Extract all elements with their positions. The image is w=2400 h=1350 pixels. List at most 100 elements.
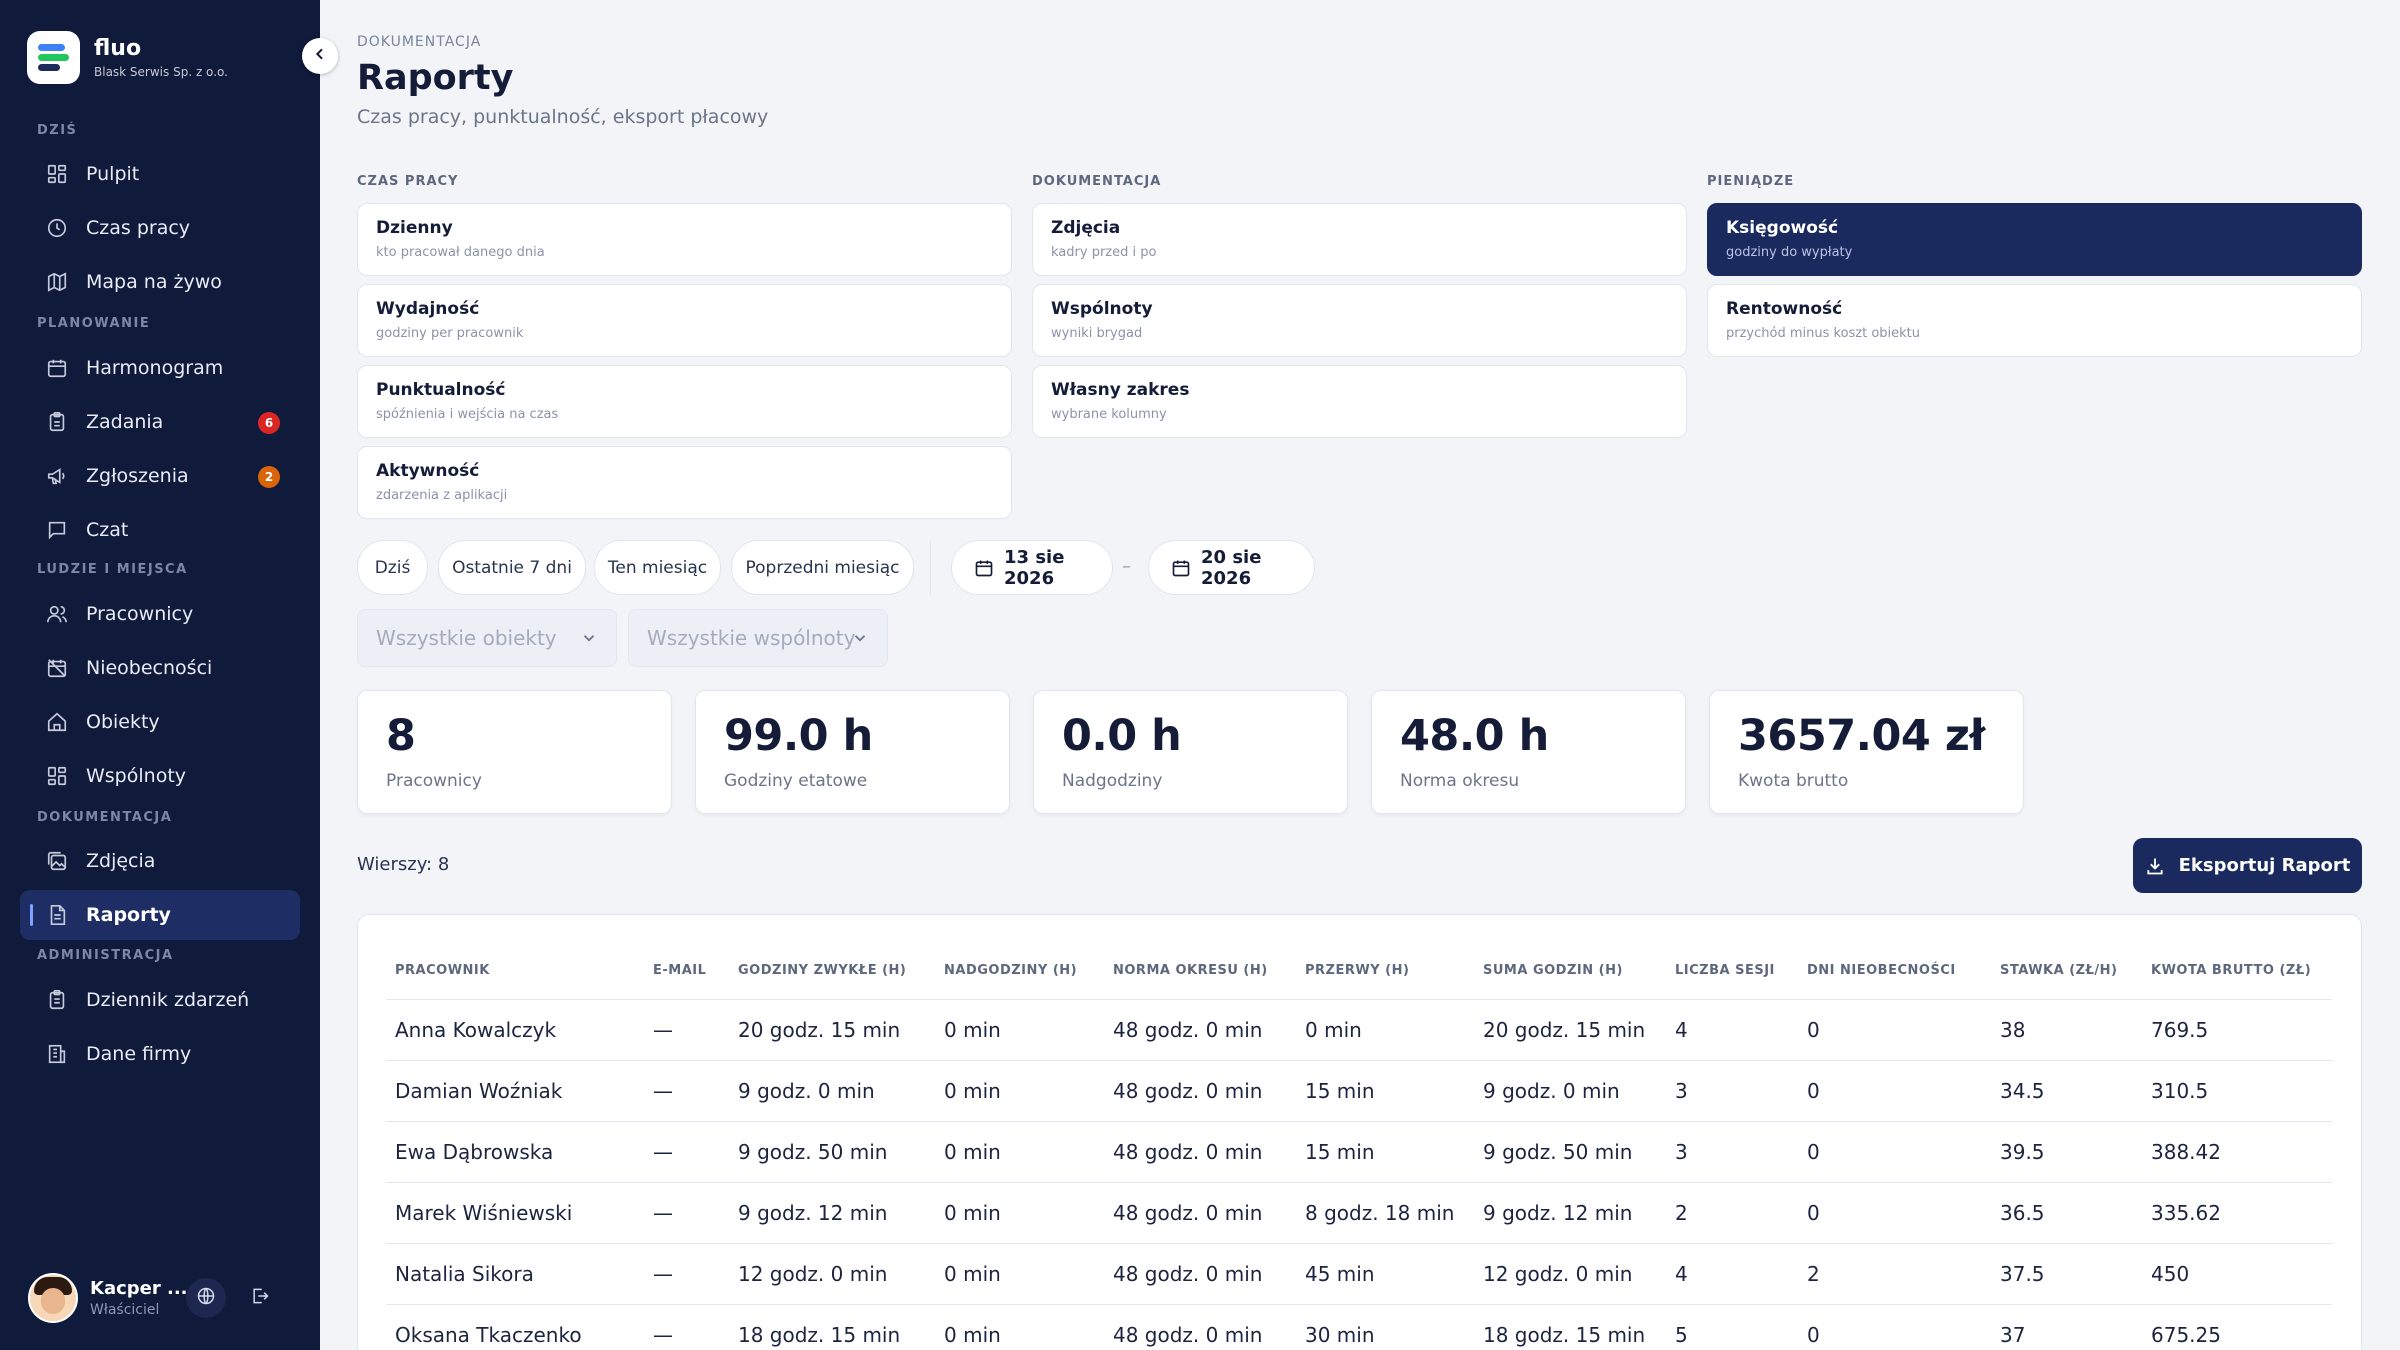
stat-card-period-norm: 48.0 h Norma okresu <box>1371 690 1686 814</box>
report-card-ksiegowosc[interactable]: Księgowość godziny do wypłaty <box>1707 203 2362 276</box>
table-cell: Ewa Dąbrowska <box>386 1121 644 1183</box>
report-card-wlasny-zakres[interactable]: Własny zakres wybrane kolumny <box>1032 365 1687 438</box>
sidebar-item-raporty[interactable]: Raporty <box>20 890 300 940</box>
column-header[interactable]: DNI NIEOBECNOŚCI <box>1798 943 1991 1000</box>
filter-previous-month-button[interactable]: Poprzedni miesiąc <box>731 540 914 595</box>
sidebar-item-zadania[interactable]: Zadania 6 <box>20 397 300 447</box>
table-row[interactable]: Damian Woźniak —9 godz. 0 min 0 min 48 godz… <box>386 1060 2332 1122</box>
report-count-badge: 2 <box>258 466 280 488</box>
sidebar-item-label: Pulpit <box>86 163 140 185</box>
column-header[interactable]: E-MAIL <box>644 943 729 1000</box>
logout-button[interactable] <box>240 1278 280 1318</box>
report-card-desc: wyniki brygad <box>1051 326 1143 341</box>
report-card-wydajnosc[interactable]: Wydajność godziny per pracownik <box>357 284 1012 357</box>
grid-icon <box>46 163 68 185</box>
table-row[interactable]: Ewa Dąbrowska —9 godz. 50 min 0 min 48 godz… <box>386 1121 2332 1183</box>
sidebar-item-czat[interactable]: Czat <box>20 505 300 555</box>
report-card-punktualnosc[interactable]: Punktualność spóźnienia i wejścia na cza… <box>357 365 1012 438</box>
sidebar-item-czas-pracy[interactable]: Czas pracy <box>20 203 300 253</box>
report-card-title: Zdjęcia <box>1051 218 1121 238</box>
table-row[interactable]: Oksana Tkaczenko —18 godz. 15 min 0 min 48 … <box>386 1304 2332 1350</box>
sidebar-item-pulpit[interactable]: Pulpit <box>20 149 300 199</box>
column-header[interactable]: SUMA GODZIN (H) <box>1474 943 1666 1000</box>
table-cell: 675.25 <box>2142 1304 2332 1350</box>
table-row[interactable]: Anna Kowalczyk —20 godz. 15 min 0 min 48 go… <box>386 999 2332 1061</box>
stat-card-regular-hours: 99.0 h Godziny etatowe <box>695 690 1010 814</box>
date-from-picker[interactable]: 13 sie 2026 <box>951 540 1113 595</box>
report-group-title: DOKUMENTACJA <box>1032 174 1162 189</box>
filter-divider <box>930 541 931 595</box>
download-icon <box>2145 856 2165 876</box>
sidebar-item-nieobecnosci[interactable]: Nieobecności <box>20 643 300 693</box>
column-header[interactable]: STAWKA (ZŁ/H) <box>1991 943 2142 1000</box>
filter-today-button[interactable]: Dziś <box>357 540 428 595</box>
table-cell: 48 godz. 0 min <box>1104 1304 1296 1350</box>
sidebar-item-dane-firmy[interactable]: Dane firmy <box>20 1029 300 1079</box>
sidebar-item-mapa[interactable]: Mapa na żywo <box>20 257 300 307</box>
sidebar-item-zgloszenia[interactable]: Zgłoszenia 2 <box>20 451 300 501</box>
report-card-zdjecia[interactable]: Zdjęcia kadry przed i po <box>1032 203 1687 276</box>
table-cell: — <box>644 1060 729 1122</box>
stat-value: 99.0 h <box>724 711 873 761</box>
table-cell: 2 <box>1666 1182 1798 1244</box>
report-card-desc: godziny do wypłaty <box>1726 245 1853 260</box>
table-cell: 450 <box>2142 1243 2332 1305</box>
column-header[interactable]: KWOTA BRUTTO (ZŁ) <box>2142 943 2332 1000</box>
sidebar-item-dziennik[interactable]: Dziennik zdarzeń <box>20 975 300 1025</box>
table-cell: 4 <box>1666 1243 1798 1305</box>
report-card-aktywnosc[interactable]: Aktywność zdarzenia z aplikacji <box>357 446 1012 519</box>
stat-value: 48.0 h <box>1400 711 1549 761</box>
images-icon <box>46 850 68 872</box>
brand[interactable]: fluo Blask Serwis Sp. z o.o. <box>27 31 228 84</box>
column-header[interactable]: GODZINY ZWYKŁE (H) <box>729 943 935 1000</box>
sidebar-item-label: Pracownicy <box>86 603 194 625</box>
table-cell: 0 <box>1798 1060 1991 1122</box>
sidebar-item-harmonogram[interactable]: Harmonogram <box>20 343 300 393</box>
report-card-dzienny[interactable]: Dzienny kto pracował danego dnia <box>357 203 1012 276</box>
table-cell: 12 godz. 0 min <box>729 1243 935 1305</box>
table-cell: 15 min <box>1296 1121 1474 1183</box>
table-cell: Natalia Sikora <box>386 1243 644 1305</box>
objects-select[interactable]: Wszystkie obiekty <box>357 609 617 667</box>
export-report-button[interactable]: Eksportuj Raport <box>2133 838 2362 893</box>
table-row[interactable]: Marek Wiśniewski —9 godz. 12 min 0 min 48 g… <box>386 1182 2332 1244</box>
table-cell: — <box>644 1243 729 1305</box>
column-header[interactable]: NADGODZINY (H) <box>935 943 1104 1000</box>
report-card-wspolnoty[interactable]: Wspólnoty wyniki brygad <box>1032 284 1687 357</box>
calendar-icon <box>1171 558 1191 578</box>
user-role: Właściciel <box>90 1302 160 1318</box>
avatar[interactable] <box>28 1273 78 1323</box>
collapse-sidebar-button[interactable] <box>302 38 338 74</box>
table-cell: 0 min <box>935 1060 1104 1122</box>
language-button[interactable] <box>186 1278 226 1318</box>
column-header[interactable]: PRZERWY (H) <box>1296 943 1474 1000</box>
communities-select-placeholder: Wszystkie wspólnoty <box>647 626 856 650</box>
sidebar-item-pracownicy[interactable]: Pracownicy <box>20 589 300 639</box>
sidebar-item-wspolnoty[interactable]: Wspólnoty <box>20 751 300 801</box>
filter-last-7-days-button[interactable]: Ostatnie 7 dni <box>438 540 586 595</box>
nav-section-admin: ADMINISTRACJA <box>37 948 174 963</box>
table-cell: 0 <box>1798 1304 1991 1350</box>
calendar-icon <box>46 357 68 379</box>
date-to-picker[interactable]: 20 sie 2026 <box>1148 540 1315 595</box>
table-cell: 48 godz. 0 min <box>1104 999 1296 1061</box>
sidebar-item-obiekty[interactable]: Obiekty <box>20 697 300 747</box>
report-card-desc: kto pracował danego dnia <box>376 245 545 260</box>
column-header[interactable]: NORMA OKRESU (H) <box>1104 943 1296 1000</box>
sidebar-item-zdjecia[interactable]: Zdjęcia <box>20 836 300 886</box>
table-cell: 18 godz. 15 min <box>1474 1304 1666 1350</box>
table-cell: 9 godz. 50 min <box>1474 1121 1666 1183</box>
column-header[interactable]: LICZBA SESJI <box>1666 943 1798 1000</box>
stat-label: Norma okresu <box>1400 771 1520 791</box>
nav-section-planning: PLANOWANIE <box>37 316 151 331</box>
column-header[interactable]: PRACOWNIK <box>386 943 644 1000</box>
table-row[interactable]: Natalia Sikora —12 godz. 0 min 0 min 48 god… <box>386 1243 2332 1305</box>
task-count-badge: 6 <box>258 412 280 434</box>
sidebar-item-label: Mapa na żywo <box>86 271 222 293</box>
report-card-rentownosc[interactable]: Rentowność przychód minus koszt obiektu <box>1707 284 2362 357</box>
table-cell: 39.5 <box>1991 1121 2142 1183</box>
calendar-icon <box>974 558 994 578</box>
report-table: PRACOWNIK E-MAIL GODZINY ZWYKŁE (H) NADG… <box>386 943 2332 1350</box>
communities-select[interactable]: Wszystkie wspólnoty <box>628 609 888 667</box>
filter-this-month-button[interactable]: Ten miesiąc <box>594 540 721 595</box>
